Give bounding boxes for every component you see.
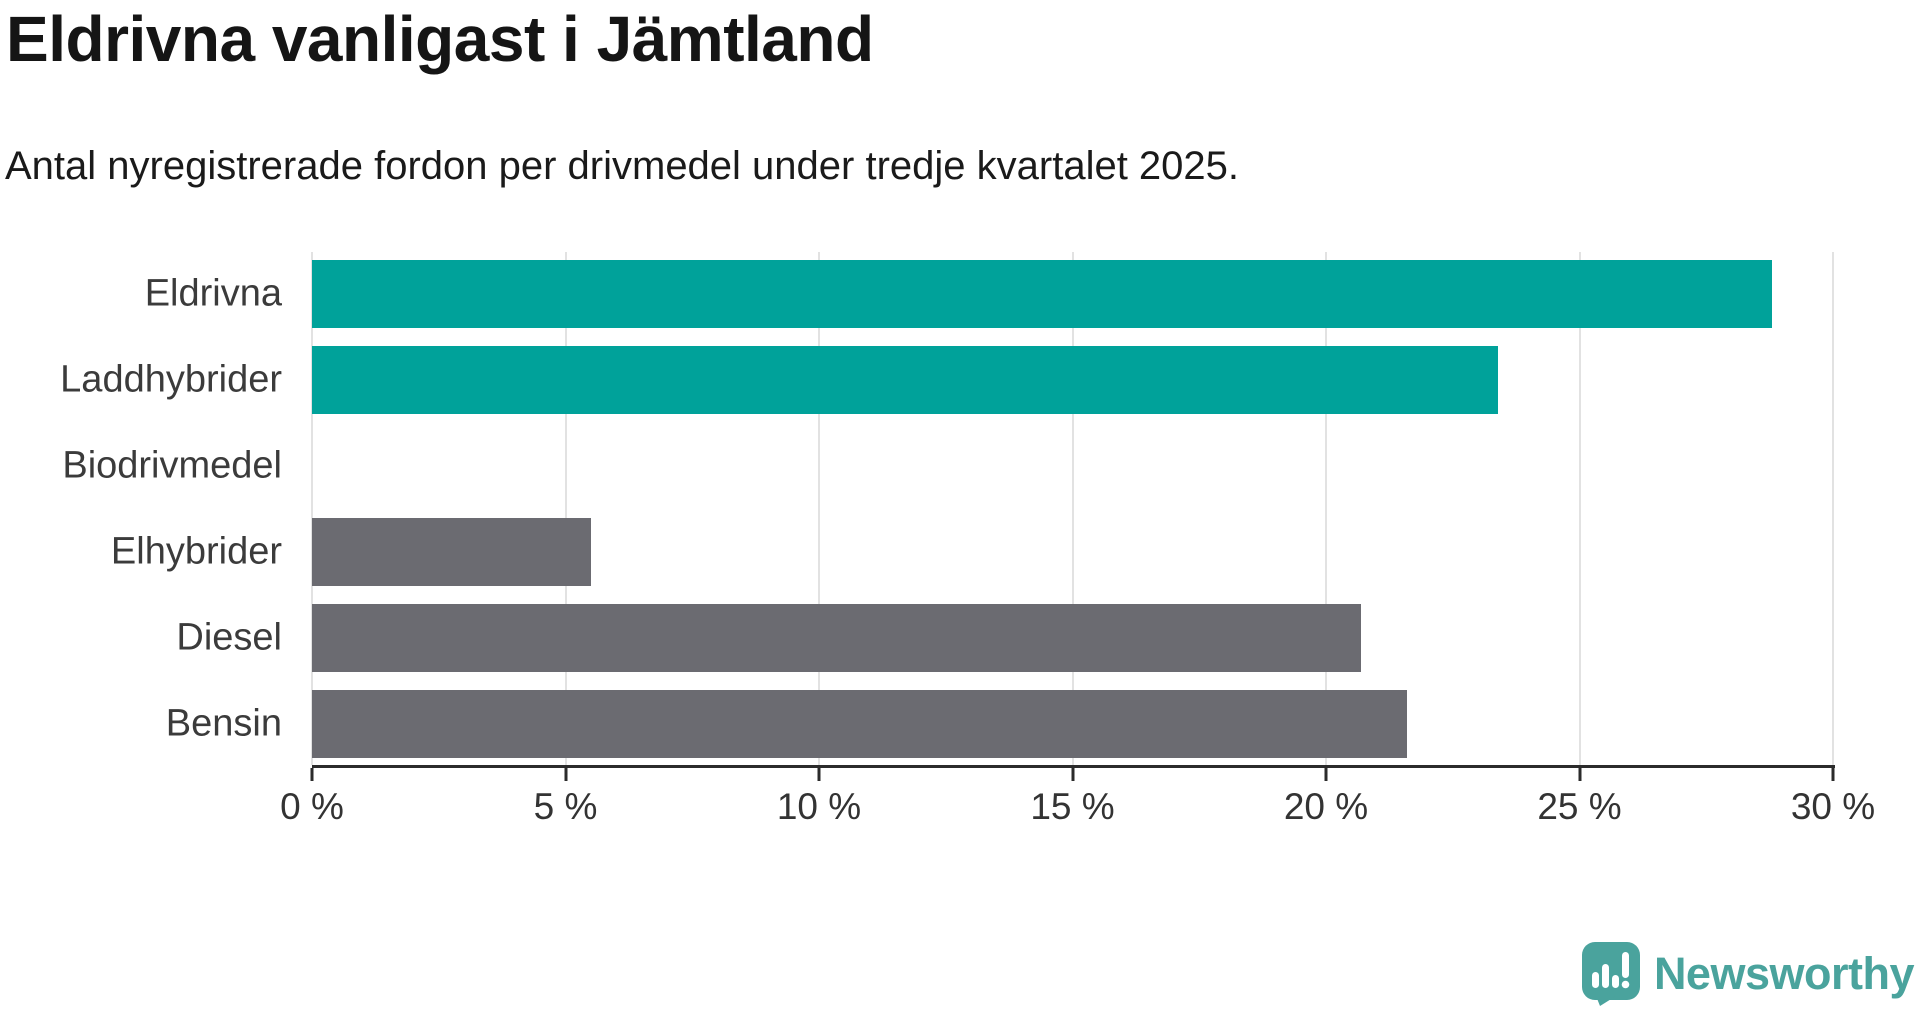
bar-row: Eldrivna bbox=[145, 260, 1833, 328]
x-axis-tick-label: 15 % bbox=[1030, 786, 1115, 827]
x-axis-tick-label: 10 % bbox=[776, 786, 862, 827]
x-axis-tick-label: 20 % bbox=[1283, 786, 1369, 827]
category-label: Laddhybrider bbox=[60, 358, 282, 401]
x-axis-tick-0 bbox=[310, 768, 314, 781]
bar-elhybrider bbox=[312, 518, 591, 586]
bar-diesel bbox=[312, 604, 1362, 672]
x-axis-tick-label: 5 % bbox=[533, 786, 598, 827]
x-axis-tick-label: 0 % bbox=[280, 786, 344, 827]
x-axis-tick-10 bbox=[817, 768, 821, 781]
category-label: Biodrivmedel bbox=[62, 444, 282, 487]
newsworthy-brand: Newsworthy bbox=[1581, 942, 1915, 1006]
category-label: Eldrivna bbox=[144, 272, 282, 315]
bar-bensin bbox=[312, 690, 1408, 758]
gridline-10 bbox=[818, 252, 820, 765]
x-axis-tick-30 bbox=[1831, 768, 1835, 781]
page-title: Eldrivna vanligast i Jämtland bbox=[6, 3, 874, 75]
gridline-20 bbox=[1325, 252, 1327, 765]
bar-laddhybrider bbox=[312, 346, 1499, 414]
gridline-15 bbox=[1071, 252, 1074, 765]
bar-row: Bensin bbox=[166, 690, 1833, 758]
bar-eldrivna bbox=[312, 260, 1773, 328]
category-label: Diesel bbox=[176, 616, 282, 659]
x-axis-tick-label: 30 % bbox=[1790, 786, 1876, 827]
bar-row: Biodrivmedel bbox=[62, 432, 1833, 500]
x-axis-line bbox=[312, 765, 1835, 768]
x-axis-tick-label: 25 % bbox=[1537, 786, 1622, 827]
brand-wordmark: Newsworthy bbox=[1653, 948, 1915, 999]
x-axis-tick-20 bbox=[1324, 768, 1328, 781]
gridline-25 bbox=[1578, 252, 1581, 765]
x-axis-tick-15 bbox=[1071, 768, 1074, 781]
newsworthy-speech-bubble-chart-icon bbox=[1581, 942, 1640, 1006]
bar-row: Elhybrider bbox=[111, 518, 1833, 586]
bar-chart-plot-area: 0 % 5 % 10 % 15 % 20 % 25 % 30 % Eldrivna Laddhy… bbox=[60, 252, 1875, 827]
category-label: Elhybrider bbox=[110, 530, 282, 573]
chart-subtitle: Antal nyregistrerade fordon per drivmede… bbox=[5, 144, 1240, 188]
x-axis-tick-25 bbox=[1578, 768, 1581, 781]
bar-row: Laddhybrider bbox=[60, 346, 1833, 414]
category-label: Bensin bbox=[165, 702, 282, 745]
bar-row: Diesel bbox=[176, 604, 1833, 672]
gridline-0 bbox=[311, 252, 313, 765]
x-axis-tick-5 bbox=[564, 768, 567, 781]
gridline-5 bbox=[564, 252, 567, 765]
gridline-30 bbox=[1832, 252, 1834, 765]
